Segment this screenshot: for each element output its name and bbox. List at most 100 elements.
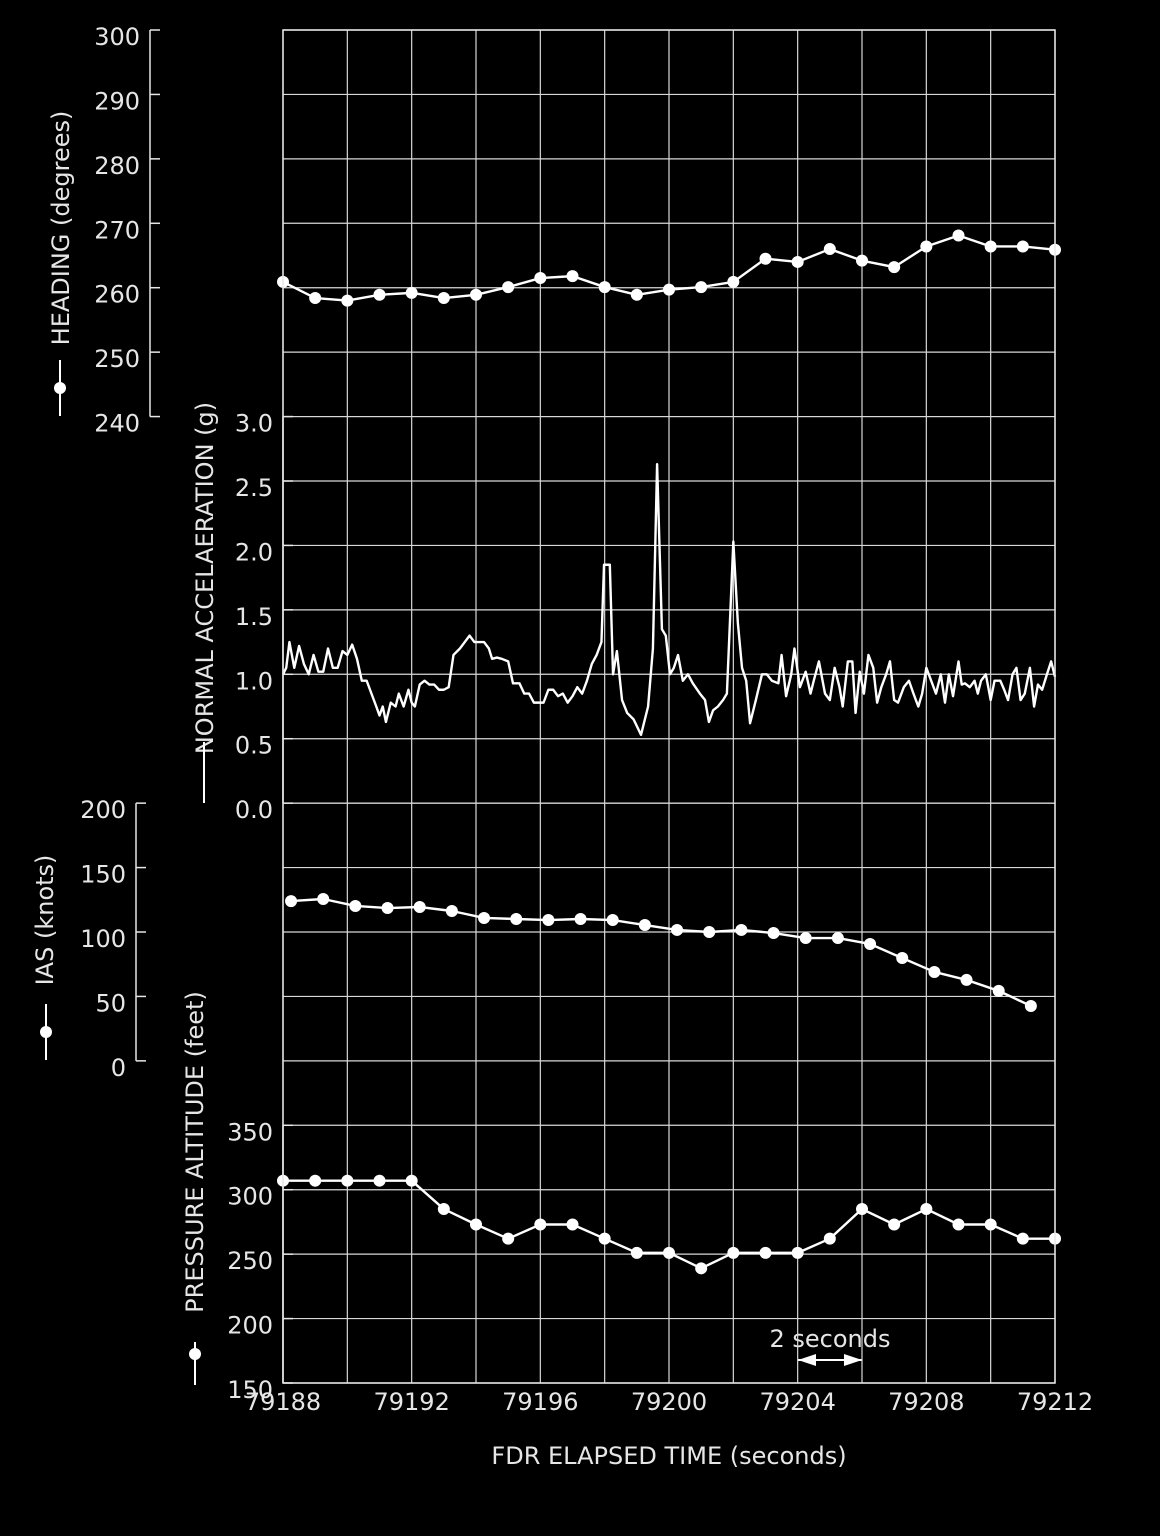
y-tick-label: 250	[94, 345, 140, 373]
y-tick-label: 290	[94, 87, 140, 115]
y-tick-label: 2.0	[235, 538, 273, 566]
data-point	[574, 912, 587, 925]
y-tick-label: 300	[227, 1183, 273, 1211]
data-point	[413, 901, 426, 914]
data-point	[478, 911, 491, 924]
data-point	[856, 254, 868, 267]
y-tick-label: 1.5	[235, 603, 273, 631]
data-point	[799, 932, 812, 945]
data-point	[1024, 999, 1037, 1012]
data-point	[759, 1246, 772, 1259]
y-tick-label: 280	[94, 152, 140, 180]
data-point	[309, 292, 322, 305]
y-tick-label: 250	[227, 1247, 273, 1275]
y-tick-label: 270	[94, 216, 140, 244]
x-tick-label: 79196	[502, 1388, 578, 1416]
data-point	[285, 895, 298, 908]
y-axis-label: NORMAL ACCELAERATION (g)	[191, 402, 219, 754]
data-point	[791, 255, 804, 268]
y-tick-label: 260	[94, 281, 140, 309]
y-axis-label: PRESSURE ALTITUDE (feet)	[181, 991, 209, 1313]
y-tick-label: 240	[94, 410, 140, 438]
x-axis-label: FDR ELAPSED TIME (seconds)	[491, 1442, 846, 1470]
y-tick-label: 0.0	[235, 796, 273, 824]
data-point	[928, 965, 941, 978]
y-tick-label: 300	[94, 23, 140, 51]
data-point	[823, 243, 836, 256]
y-tick-label: 200	[80, 796, 126, 824]
y-tick-label: 350	[227, 1118, 273, 1146]
data-point	[470, 288, 482, 301]
plot-frame	[282, 29, 1056, 1384]
y-tick-label: 0.5	[235, 732, 273, 760]
data-point	[445, 904, 458, 917]
x-tick-label: 79204	[759, 1388, 835, 1416]
y-tick-label: 50	[95, 989, 126, 1017]
data-point	[437, 292, 450, 305]
data-point	[671, 923, 684, 936]
data-point	[831, 932, 844, 945]
y-axis-label: HEADING (degrees)	[47, 111, 75, 346]
data-point	[317, 893, 330, 906]
data-point	[630, 1246, 643, 1259]
data-point	[992, 984, 1005, 997]
data-point	[470, 1218, 482, 1231]
data-point	[405, 1174, 418, 1187]
data-point	[695, 1262, 708, 1275]
data-point	[373, 1174, 386, 1187]
data-point	[663, 1246, 675, 1259]
data-point	[349, 899, 362, 912]
data-point	[960, 973, 973, 986]
data-point	[791, 1246, 804, 1259]
annotation-arrow	[798, 1354, 862, 1366]
data-point	[1016, 240, 1029, 253]
data-point	[823, 1232, 836, 1245]
legend-marker	[40, 1026, 52, 1038]
data-point	[952, 229, 965, 242]
data-point	[534, 1218, 547, 1231]
data-point	[703, 926, 716, 938]
x-tick-label: 79212	[1017, 1388, 1093, 1416]
data-point	[502, 1232, 515, 1245]
x-tick-label: 79192	[373, 1388, 449, 1416]
data-point	[405, 286, 418, 299]
data-line	[281, 463, 1057, 737]
data-point	[864, 937, 877, 950]
data-point	[542, 914, 555, 927]
data-point	[566, 270, 579, 283]
annotation: 2 seconds	[770, 1325, 891, 1353]
data-point	[888, 1218, 901, 1231]
data-point	[502, 281, 515, 294]
data-point	[638, 919, 651, 932]
data-point	[920, 1203, 933, 1216]
data-point	[381, 902, 394, 915]
data-point	[598, 281, 611, 294]
data-point	[510, 912, 523, 925]
y-tick-label: 3.0	[235, 410, 273, 438]
data-point	[759, 252, 772, 265]
data-point	[341, 1174, 354, 1187]
y-tick-label: 100	[80, 925, 126, 953]
y-tick-label: 0	[111, 1054, 126, 1082]
y-tick-label: 1.0	[235, 667, 273, 695]
x-tick-label: 79188	[245, 1388, 321, 1416]
data-point	[1016, 1232, 1029, 1245]
y-tick-label: 200	[227, 1312, 273, 1340]
data-point	[695, 281, 708, 294]
data-point	[888, 261, 901, 274]
data-point	[984, 240, 997, 253]
data-point	[566, 1218, 579, 1231]
data-point	[920, 240, 933, 253]
data-point	[727, 1246, 740, 1259]
y-tick-label: 150	[80, 861, 126, 889]
data-point	[598, 1232, 611, 1245]
data-point	[341, 294, 354, 307]
data-point	[984, 1218, 997, 1231]
y-axis-label: IAS (knots)	[31, 855, 59, 986]
data-point	[952, 1218, 965, 1231]
x-tick-label: 79200	[631, 1388, 707, 1416]
data-point	[727, 275, 740, 288]
legend-marker	[54, 382, 66, 394]
data-point	[373, 288, 386, 301]
